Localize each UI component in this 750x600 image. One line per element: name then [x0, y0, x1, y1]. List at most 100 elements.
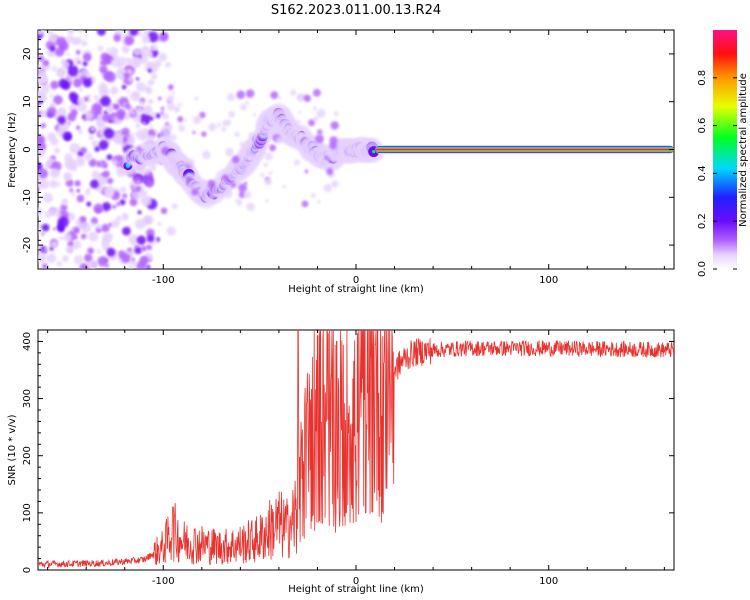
spectrogram-noise-blob	[115, 109, 126, 120]
spectrogram-scatter-blob	[217, 191, 224, 198]
spectrogram-scatter-blob	[177, 116, 184, 123]
snr-y-tick-label: 0	[22, 567, 33, 573]
spectrogram-noise-blob	[88, 260, 98, 269]
spectrogram-noise-blob	[75, 125, 81, 130]
spectrogram-noise-blob	[127, 76, 133, 83]
spectrogram-y-ticks: -20 -10 0 10 20	[22, 29, 674, 270]
spectrogram-scatter-blob	[186, 158, 195, 167]
spectrogram-noise-blob	[126, 30, 131, 34]
spectrogram-noise-blob	[93, 94, 99, 101]
spectrogram-scatter-blob	[270, 91, 279, 100]
spectrogram-noise-blob	[129, 198, 138, 207]
snr-y-ticks: 0 100 200 300 400	[22, 329, 674, 573]
spectrogram-scatter-blob	[150, 149, 155, 155]
spectrogram-scatter-blob	[308, 119, 316, 127]
spectrogram-scatter-blob	[121, 127, 130, 137]
spectrogram-noise-blob	[91, 222, 96, 227]
spectrogram-noise-blob	[42, 192, 53, 203]
spectrogram-noise-blob	[87, 247, 95, 255]
spectrogram-scatter-blob	[171, 203, 178, 210]
spectrogram-scatter-blob	[312, 106, 317, 111]
spectrogram-noise-blob	[66, 35, 75, 44]
spectrogram-scatter-blob	[225, 147, 235, 157]
spectrogram-scatter-blob	[297, 110, 301, 114]
spectrogram-noise-blob	[106, 154, 113, 161]
spectrogram-scatter-blob	[174, 153, 184, 163]
spectrogram-noise-blob	[98, 140, 109, 150]
spectrogram-scatter-blob	[115, 138, 121, 143]
snr-x-tick-label: -100	[152, 576, 175, 587]
spectrogram-scatter-blob	[303, 94, 311, 102]
spectrogram-noise-blob	[60, 204, 68, 212]
spectrogram-scatter-blob	[294, 130, 304, 140]
spectrogram-noise-blob	[144, 178, 155, 188]
spectrogram-noise-blob	[63, 233, 72, 242]
spectrogram-noise-blob	[131, 188, 136, 193]
spectrogram-noise-blob	[102, 232, 113, 243]
spectrogram-noise-blob	[74, 180, 81, 187]
spectrogram-scatter-blob	[295, 119, 301, 125]
spectrogram-noise-blob	[58, 78, 69, 89]
spectrogram-noise-blob	[166, 226, 176, 236]
spectrogram-x-tick-label: -100	[152, 275, 175, 286]
spectrogram-noise-blob	[82, 78, 92, 88]
spectrogram-scatter-blob	[178, 124, 186, 132]
spectrogram-scatter-blob	[234, 198, 239, 203]
spectrogram-noise-blob	[157, 222, 162, 226]
spectrogram-scatter-blob	[217, 122, 222, 127]
spectrogram-scatter-blob	[226, 93, 235, 101]
spectrogram-noise-blob	[69, 143, 81, 154]
spectrogram-noise-blob	[78, 87, 83, 92]
spectrogram-noise-blob	[81, 40, 88, 47]
spectrogram-noise-blob	[146, 264, 151, 269]
spectrogram-scatter-blob	[228, 110, 235, 118]
spectrogram-scatter-blob	[130, 185, 134, 189]
spectrogram-scatter-blob	[171, 90, 176, 95]
spectrogram-noise-blob	[128, 264, 134, 269]
spectrogram-noise-blob	[123, 143, 127, 147]
spectrogram-scatter-blob	[310, 192, 316, 198]
spectrogram-noise-blob	[84, 110, 94, 120]
spectrogram-scatter-blob	[161, 146, 170, 155]
spectrogram-scatter-blob	[149, 163, 157, 171]
spectrogram-scatter-blob	[136, 146, 142, 152]
snr-x-tick-label: 0	[353, 576, 359, 587]
spectrogram-noise-blob	[130, 113, 134, 117]
spectrogram-noise-blob	[134, 185, 141, 193]
spectrogram-noise-blob	[121, 45, 130, 54]
spectrogram-scatter-blob	[268, 170, 273, 175]
spectrogram-scatter-blob	[243, 190, 252, 199]
spectrogram-noise-blob	[41, 232, 45, 236]
spectrogram-noise-blob	[125, 57, 132, 63]
spectrogram-scatter-blob	[221, 126, 227, 132]
spectrogram-scatter-blob	[243, 181, 248, 186]
spectrogram-noise-blob	[65, 179, 74, 187]
spectrogram-noise-blob	[56, 182, 61, 187]
spectrogram-noise-blob	[75, 49, 81, 55]
spectrogram-y-label: Frequency (Hz)	[7, 112, 18, 188]
spectrogram-y-tick-label: 10	[22, 95, 33, 108]
spectrogram-noise-blob	[139, 113, 151, 124]
spectrogram-noise-blob	[84, 33, 89, 37]
spectrogram-noise-blob	[111, 219, 120, 228]
spectrogram-scatter-blob	[317, 129, 323, 135]
spectrogram-scatter-blob	[116, 168, 125, 177]
snr-y-label: SNR (10 * v/v)	[7, 414, 18, 485]
spectrogram-noise-blob	[51, 66, 57, 72]
spectrogram-noise-blob	[79, 147, 87, 155]
spectrogram-noise-blob	[156, 132, 163, 139]
spectrogram-noise-blob	[123, 137, 128, 142]
spectrogram-y-tick-label: 0	[22, 146, 33, 152]
spectrogram-noise-blob	[121, 253, 131, 263]
spectrogram-noise-blob	[77, 102, 88, 113]
spectrogram-noise-blob	[76, 194, 85, 203]
spectrogram-noise-blob	[49, 46, 56, 52]
spectrogram-scatter-blob	[274, 125, 283, 134]
spectrogram-scatter-blob	[148, 134, 155, 142]
spectrogram-noise-blob	[88, 231, 99, 242]
spectrogram-noise-blob	[38, 175, 41, 180]
spectrogram-scatter-blob	[333, 111, 339, 116]
spectrogram-noise-blob	[82, 53, 92, 62]
spectrogram-noise-blob	[52, 227, 57, 231]
spectrogram-noise-blob	[88, 98, 92, 102]
